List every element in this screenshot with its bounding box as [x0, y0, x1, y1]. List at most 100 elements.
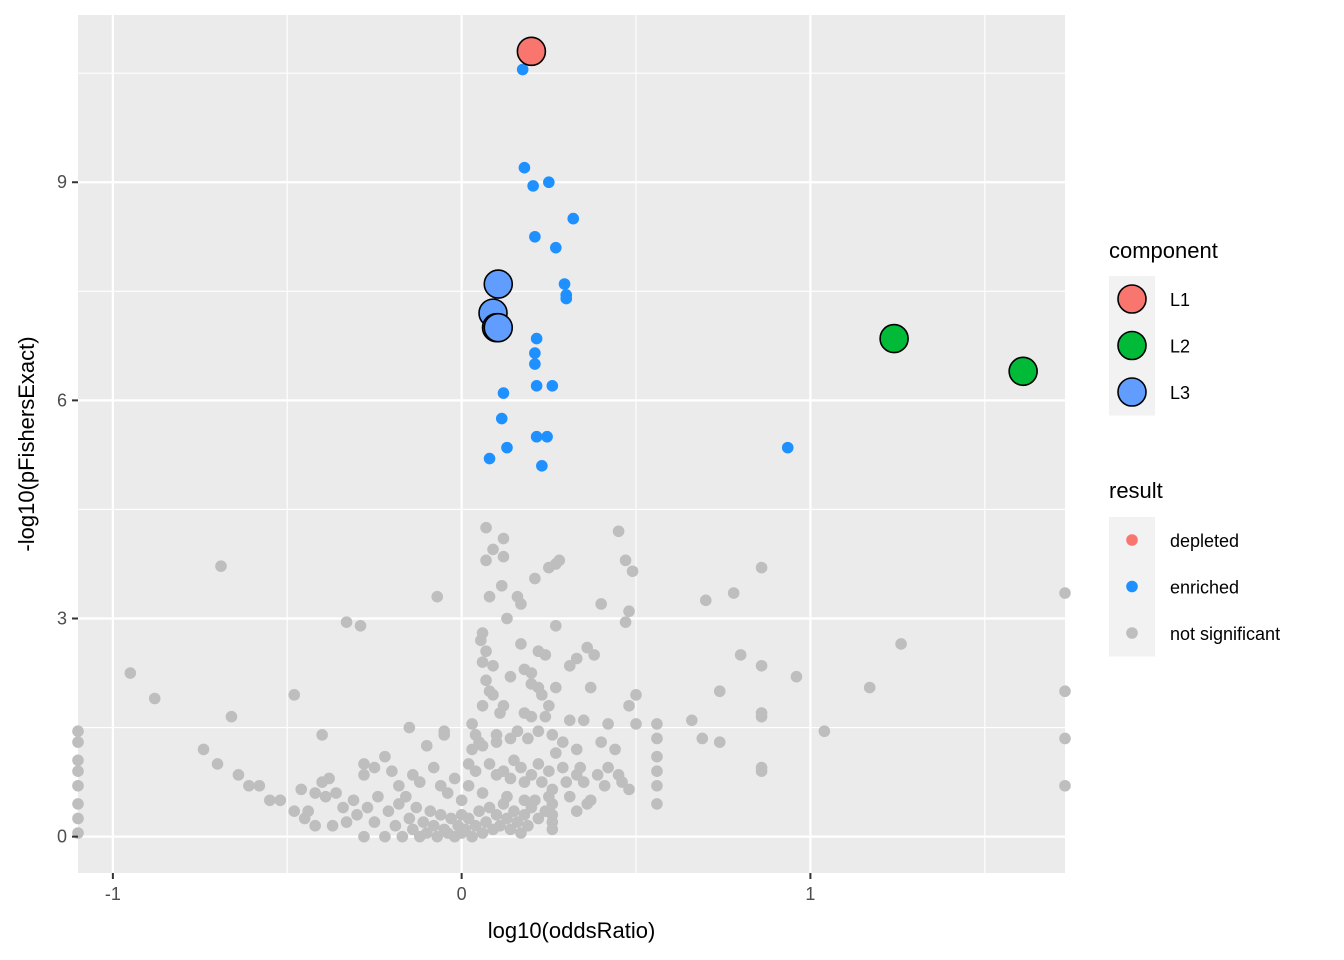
not-significant-point [462, 779, 475, 792]
not-significant-point [274, 794, 287, 807]
not-significant-point [475, 634, 487, 647]
major-gridlines [78, 15, 1065, 873]
x-tick-label: 0 [457, 884, 467, 904]
not-significant-point [556, 736, 569, 748]
not-significant-point [560, 776, 573, 788]
legend-label: enriched [1170, 578, 1239, 598]
not-significant-point [539, 649, 552, 661]
not-significant-point [651, 750, 663, 763]
not-significant-point [319, 790, 332, 803]
y-tick-label: 3 [57, 609, 67, 629]
enriched-point [567, 212, 580, 225]
y-axis-title: -log10(pFishersExact) [14, 336, 39, 551]
not-significant-point [727, 587, 740, 599]
not-significant-point [466, 743, 478, 756]
not-significant-point [755, 707, 768, 719]
not-significant-point [651, 718, 663, 730]
not-significant-point [473, 805, 485, 817]
not-significant-point [619, 554, 632, 567]
not-significant-point [393, 798, 405, 810]
not-significant-point [215, 560, 227, 572]
not-significant-point [480, 645, 492, 658]
not-significant-point [895, 638, 907, 650]
not-significant-point [525, 801, 538, 814]
not-significant-point [372, 790, 384, 803]
not-significant-point [1059, 587, 1071, 599]
not-significant-point [546, 729, 559, 741]
not-significant-point [476, 827, 489, 839]
not-significant-point [403, 812, 416, 825]
not-significant-point [518, 809, 531, 821]
not-significant-point [476, 656, 489, 668]
not-significant-point [623, 699, 635, 712]
not-significant-point [358, 758, 370, 770]
not-significant-point [368, 761, 381, 774]
not-significant-point [504, 823, 517, 836]
legend-label: not significant [1170, 624, 1280, 644]
not-significant-point [581, 641, 593, 654]
not-significant-point [623, 783, 635, 796]
not-significant-point [522, 819, 534, 832]
not-significant-point [734, 649, 747, 661]
enriched-point [516, 63, 529, 76]
not-significant-point [574, 761, 587, 774]
enriched-point [558, 278, 571, 290]
not-significant-point [417, 816, 430, 828]
not-significant-point [434, 809, 447, 821]
not-significant-point [598, 779, 611, 792]
not-significant-point [400, 790, 412, 803]
not-significant-point [525, 710, 538, 723]
minor-gridlines [78, 15, 1065, 873]
enriched-point [550, 241, 562, 254]
not-significant-point [427, 819, 440, 832]
not-significant-point [72, 754, 84, 767]
not-significant-point [511, 816, 524, 828]
not-significant-point [466, 718, 478, 730]
not-significant-point [515, 827, 527, 839]
not-significant-point [480, 674, 492, 687]
not-significant-point [480, 521, 492, 534]
not-significant-point [651, 732, 663, 745]
not-significant-point [420, 739, 433, 752]
enriched-point [529, 347, 541, 359]
not-significant-point [570, 805, 583, 817]
not-significant-point [518, 776, 531, 788]
not-significant-point [358, 769, 370, 781]
not-significant-point [424, 805, 437, 817]
not-significant-point [462, 758, 475, 770]
not-significant-point [790, 670, 803, 683]
not-significant-point [407, 823, 419, 836]
legend-component: component L1 L2 L3 [1109, 238, 1218, 416]
not-significant-point [483, 758, 496, 770]
y-tick-label: 9 [57, 172, 67, 192]
not-significant-point [459, 823, 471, 836]
not-significant-point [626, 565, 639, 578]
not-significant-point [72, 736, 84, 748]
not-significant-point [476, 739, 489, 752]
not-significant-point [403, 721, 416, 734]
legend-result: result depleted enriched not significant [1109, 478, 1280, 657]
not-significant-point [630, 689, 642, 701]
y-axis-ticks: 0 3 6 9 [57, 172, 78, 847]
not-significant-point [602, 718, 614, 730]
enriched-point [497, 387, 510, 399]
enriched-point [527, 180, 539, 192]
not-significant-point [487, 689, 499, 701]
not-significant-point [546, 798, 559, 810]
not-significant-point [532, 725, 545, 738]
not-significant-point [225, 710, 238, 723]
not-significant-point [595, 736, 607, 748]
not-significant-point [316, 729, 328, 741]
not-significant-point [462, 812, 475, 825]
not-significant-point [630, 718, 642, 730]
not-significant-point [497, 550, 510, 563]
legend-key [1117, 377, 1147, 407]
enriched-point [529, 358, 541, 370]
not-significant-point [525, 667, 538, 679]
component-point-l2 [1008, 356, 1038, 387]
not-significant-point [515, 638, 527, 650]
not-significant-point [818, 725, 831, 738]
not-significant-point [504, 732, 517, 745]
not-significant-point [434, 779, 447, 792]
